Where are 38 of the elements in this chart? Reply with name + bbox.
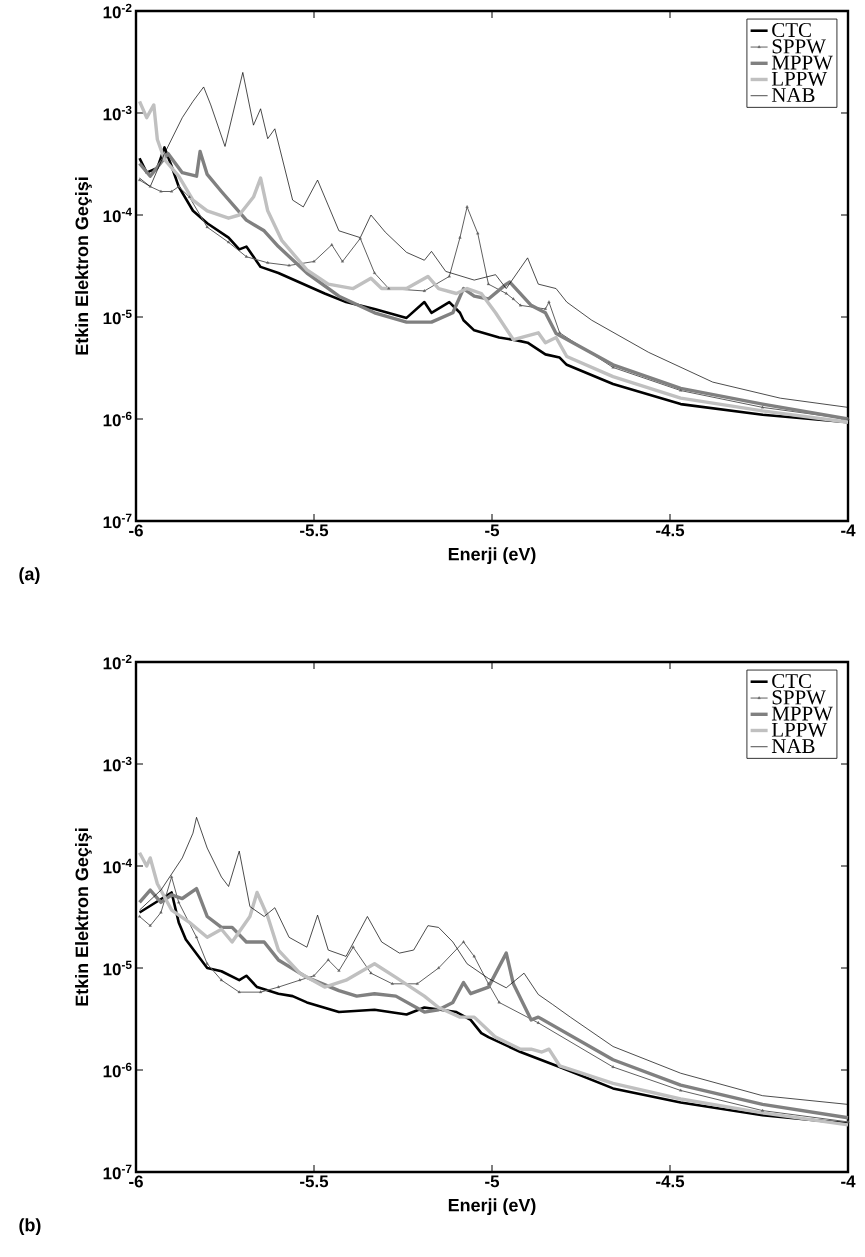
y-axis-title: Etkin Elektron Geçişi [75, 828, 92, 1006]
x-tick-label: -4 [841, 524, 856, 537]
x-axis-title: Enerji (eV) [448, 547, 536, 565]
legend-label: SPPW [772, 690, 826, 705]
legend-label: CTC [772, 23, 811, 38]
y-tick-label: 10$^{-5}$ [103, 960, 132, 976]
x-axis-title: Enerji (eV) [448, 1198, 536, 1216]
x-tick-label: -5.5 [300, 1175, 329, 1188]
y-tick-label: 10$^{-3}$ [103, 756, 132, 772]
legend-label: NAB [771, 739, 815, 753]
legend-label: CTC [772, 674, 811, 689]
y-tick-label: 10$^{-2}$ [103, 654, 132, 670]
text: (b) [19, 1218, 41, 1235]
x-tick-label: -6 [129, 1175, 143, 1188]
y-tick-label: 10$^{-6}$ [103, 1062, 132, 1078]
y-tick-label: 10$^{-3}$ [103, 105, 132, 121]
y-tick-label: 10$^{-5}$ [103, 309, 132, 325]
y-tick-label: 10$^{-2}$ [103, 3, 132, 19]
legend-label: MPPW [771, 706, 833, 721]
x-tick-label: -6 [129, 524, 143, 537]
y-tick-label: 10$^{-4}$ [103, 858, 132, 874]
legend-label: SPPW [772, 39, 826, 54]
x-tick-label: -5 [485, 524, 500, 537]
legend-label: LPPW [771, 71, 828, 86]
x-tick-label: -4 [841, 1175, 856, 1188]
y-axis-title: Etkin Elektron Geçişi [75, 177, 92, 355]
y-tick-label: 10$^{-6}$ [103, 411, 132, 427]
legend-label: NAB [771, 88, 815, 102]
legend-label: LPPW [771, 722, 828, 737]
legend-label: MPPW [771, 55, 833, 70]
x-tick-label: -5 [485, 1175, 500, 1188]
x-tick-label: -5.5 [300, 524, 329, 537]
text: (a) [19, 567, 40, 584]
x-tick-label: -4.5 [656, 1175, 685, 1188]
x-tick-label: -4.5 [656, 524, 685, 537]
y-tick-label: 10$^{-7}$ [103, 513, 132, 529]
y-tick-label: 10$^{-7}$ [103, 1164, 132, 1180]
y-tick-label: 10$^{-4}$ [103, 207, 132, 223]
